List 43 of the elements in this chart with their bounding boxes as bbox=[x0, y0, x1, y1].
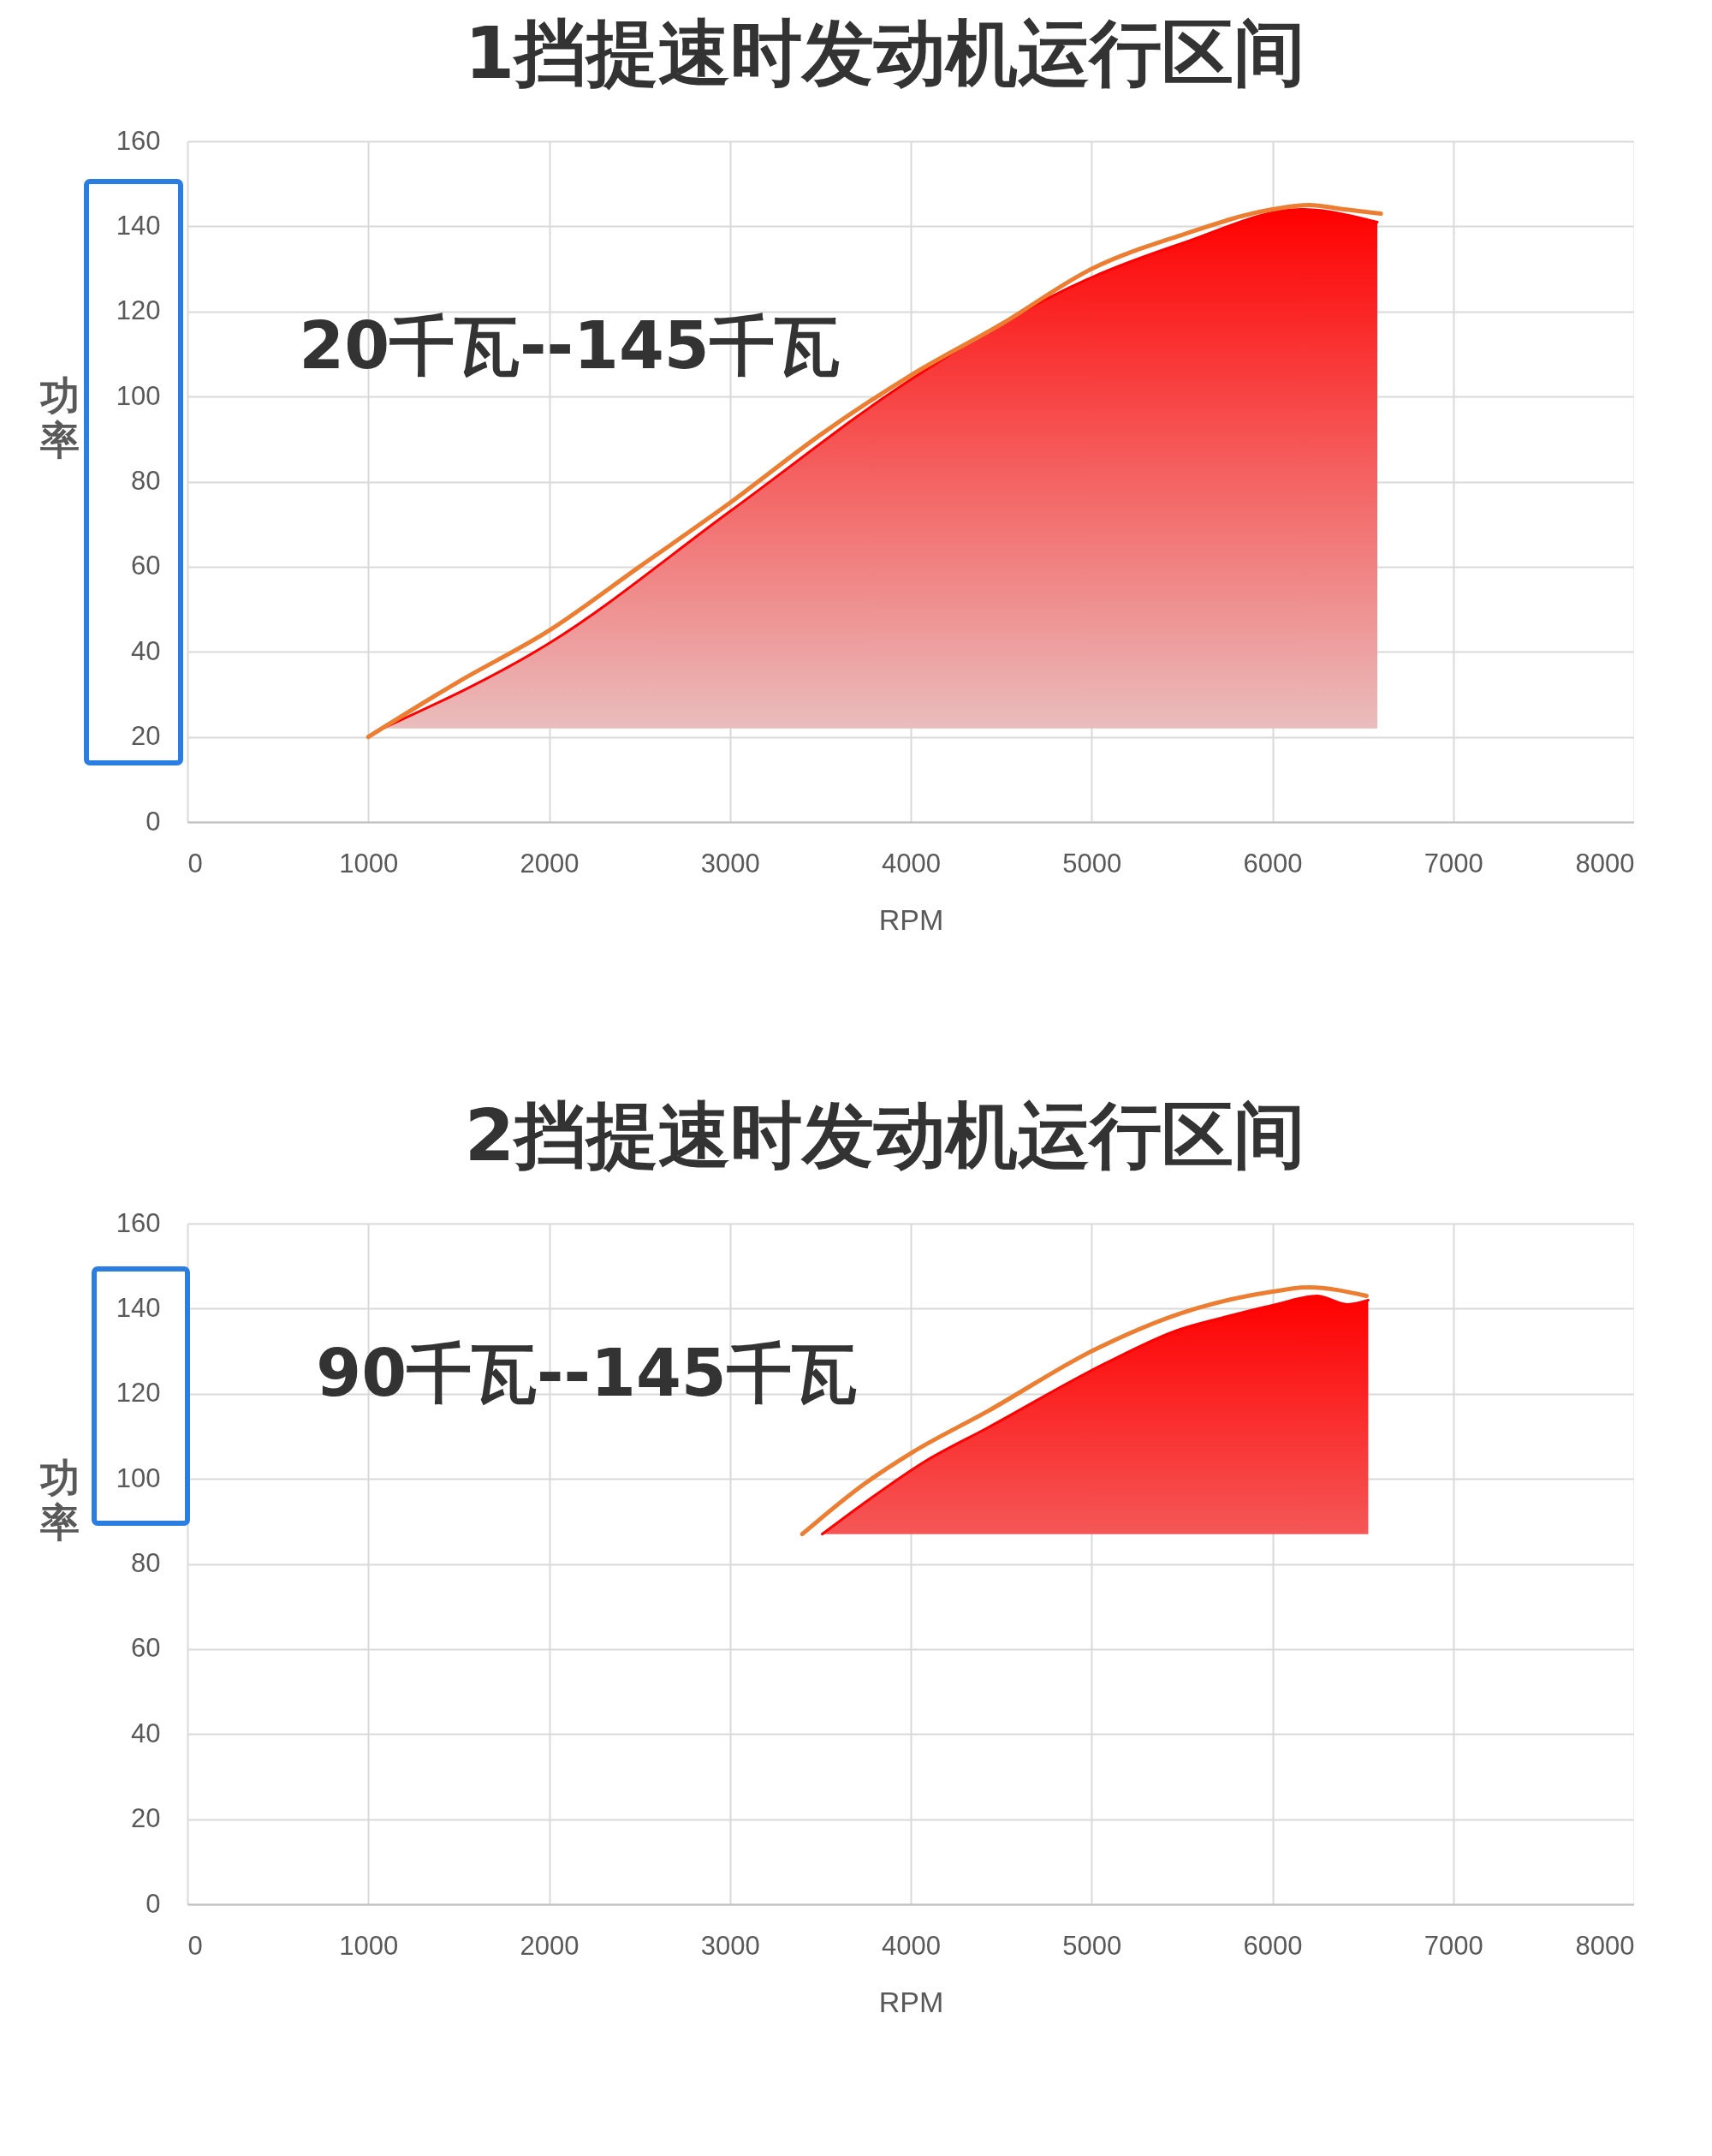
y-tick-label: 60 bbox=[131, 551, 161, 581]
y-tick-label: 140 bbox=[116, 210, 161, 241]
x-tick-label: 8000 bbox=[1575, 1930, 1635, 1961]
x-tick-label: 3000 bbox=[700, 1930, 760, 1961]
y-tick-label: 160 bbox=[116, 125, 161, 156]
x-tick-label: 0 bbox=[187, 1930, 203, 1961]
y-tick-label: 140 bbox=[116, 1292, 161, 1323]
y-tick-label: 0 bbox=[146, 1888, 161, 1919]
y-tick-label: 0 bbox=[146, 806, 161, 837]
x-tick-label: 7000 bbox=[1424, 1930, 1483, 1961]
y-tick-label: 160 bbox=[116, 1207, 161, 1238]
x-tick-label: 5000 bbox=[1062, 1930, 1122, 1961]
y-tick-label: 40 bbox=[131, 1718, 161, 1748]
x-tick-label: 2000 bbox=[520, 848, 580, 878]
x-tick-label: 6000 bbox=[1243, 1930, 1303, 1961]
y-tick-label: 40 bbox=[131, 635, 161, 666]
y-tick-label: 120 bbox=[116, 1378, 161, 1409]
chart-title: 1挡提速时发动机运行区间 bbox=[464, 11, 1306, 95]
y-tick-label: 20 bbox=[131, 721, 161, 752]
y-tick-label: 80 bbox=[131, 1548, 161, 1578]
x-tick-label: 0 bbox=[187, 848, 203, 878]
x-tick-label: 4000 bbox=[882, 848, 941, 878]
y-tick-label: 20 bbox=[131, 1803, 161, 1834]
annotation: 90千瓦--145千瓦 bbox=[316, 1335, 857, 1411]
chart-title: 2挡提速时发动机运行区间 bbox=[464, 1093, 1306, 1177]
x-axis-title: RPM bbox=[878, 1985, 944, 2018]
y-tick-label: 100 bbox=[116, 1462, 161, 1493]
x-tick-label: 7000 bbox=[1424, 848, 1483, 878]
x-tick-label: 1000 bbox=[339, 848, 399, 878]
x-tick-label: 8000 bbox=[1575, 848, 1635, 878]
x-tick-label: 2000 bbox=[520, 1930, 580, 1961]
x-tick-label: 4000 bbox=[882, 1930, 941, 1961]
x-tick-label: 3000 bbox=[700, 848, 760, 878]
y-tick-label: 80 bbox=[131, 466, 161, 496]
x-tick-label: 1000 bbox=[339, 1930, 399, 1961]
y-axis-title: 功率 bbox=[39, 372, 80, 463]
x-tick-label: 5000 bbox=[1062, 848, 1122, 878]
y-tick-label: 120 bbox=[116, 295, 161, 326]
y-axis-title: 功率 bbox=[39, 1454, 80, 1546]
y-tick-label: 100 bbox=[116, 380, 161, 411]
y-tick-label: 60 bbox=[131, 1633, 161, 1664]
x-tick-label: 6000 bbox=[1243, 848, 1303, 878]
x-axis-title: RPM bbox=[878, 902, 944, 936]
